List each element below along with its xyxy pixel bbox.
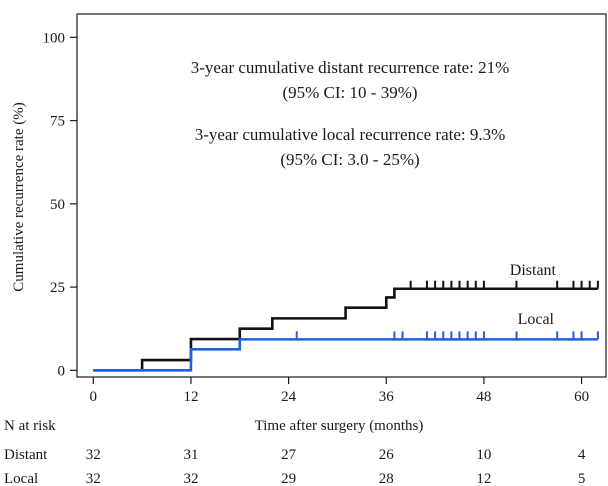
risk-value: 5 (578, 471, 586, 486)
risk-row-label-distant: Distant (4, 447, 48, 463)
x-axis: 0 12 24 36 48 60 (90, 377, 589, 405)
series-line-distant (93, 287, 598, 372)
risk-value: 28 (379, 471, 394, 486)
x-tick-label: 48 (476, 389, 491, 405)
y-axis: 0 25 50 75 100 (43, 30, 77, 379)
y-tick-label: 75 (50, 114, 65, 130)
y-tick-label: 0 (58, 363, 66, 379)
annotation-local-rate: 3-year cumulative local recurrence rate:… (195, 125, 506, 144)
series-label-local: Local (518, 311, 555, 328)
annotation-distant-rate: 3-year cumulative distant recurrence rat… (191, 58, 510, 77)
risk-value: 32 (183, 471, 198, 486)
series-line-local (93, 338, 598, 372)
risk-value: 32 (86, 471, 101, 486)
x-axis-label: Time after surgery (months) (255, 418, 424, 434)
risk-value: 4 (578, 447, 586, 463)
x-tick-label: 0 (90, 389, 98, 405)
x-tick-label: 24 (281, 389, 297, 405)
risk-value: 12 (476, 471, 491, 486)
risk-value: 29 (281, 471, 296, 486)
risk-value: 26 (379, 447, 395, 463)
risk-value: 32 (86, 447, 101, 463)
y-tick-label: 100 (43, 30, 66, 46)
series-label-distant: Distant (510, 262, 557, 279)
y-tick-label: 50 (50, 197, 65, 213)
series-layer (93, 280, 599, 372)
x-tick-label: 12 (183, 389, 198, 405)
y-axis-label: Cumulative recurrence rate (%) (11, 102, 27, 291)
annotation-local-ci: (95% CI: 3.0 - 25%) (280, 150, 419, 169)
annotation-distant-ci: (95% CI: 10 - 39%) (282, 83, 417, 102)
y-tick-label: 25 (50, 280, 65, 296)
risk-row-label-local: Local (4, 471, 38, 486)
x-tick-label: 60 (574, 389, 589, 405)
x-tick-label: 36 (379, 389, 395, 405)
risk-value: 31 (183, 447, 198, 463)
risk-value: 10 (476, 447, 491, 463)
plot-frame (76, 13, 607, 378)
risk-table-values: 32 31 27 26 10 4 32 32 29 28 12 5 (86, 447, 586, 486)
risk-value: 27 (281, 447, 297, 463)
risk-table-title: N at risk (4, 418, 56, 434)
